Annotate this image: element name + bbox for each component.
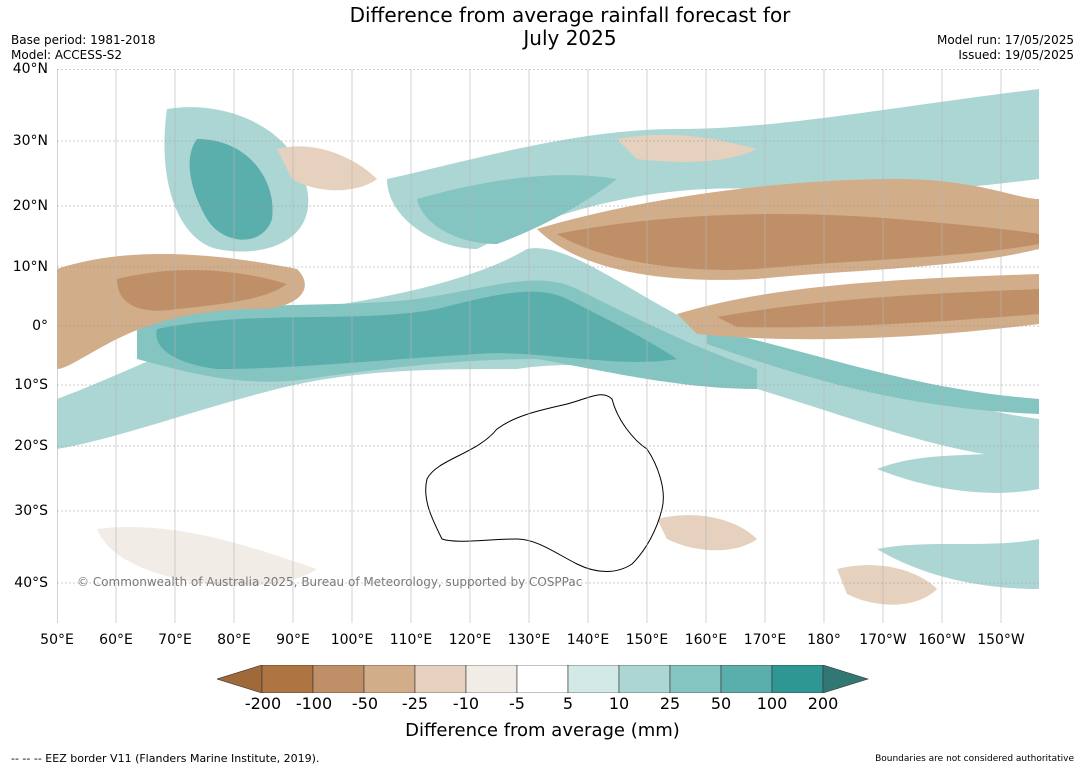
title-line-1: Difference from average rainfall forecas… [349, 3, 791, 27]
boundary-disclaimer: Boundaries are not considered authoritat… [875, 754, 1074, 764]
colorbar [215, 664, 870, 694]
colorbar-segment [771, 664, 824, 694]
dry-anomaly-zones [57, 134, 1039, 605]
colorbar-segment [669, 664, 722, 694]
wet-anomaly-zones [57, 89, 1039, 589]
lat-label: 20°S [14, 438, 48, 454]
rainfall-map-svg [57, 69, 1039, 623]
model-text: Model: ACCESS-S2 [11, 48, 123, 62]
lat-label: 20°N [12, 198, 48, 214]
metadata-right: Model run: 17/05/2025 Issued: 19/05/2025 [937, 33, 1074, 63]
colorbar-tick: 50 [710, 694, 732, 713]
lon-label: 180° [807, 632, 841, 648]
colorbar-segment [312, 664, 365, 694]
lat-label: 10°N [12, 259, 48, 275]
lon-label: 90°E [276, 632, 310, 648]
colorbar-segment [618, 664, 671, 694]
colorbar-tick: 25 [659, 694, 681, 713]
lon-label: 160°E [684, 632, 728, 648]
lon-label: 160°W [918, 632, 966, 648]
lon-label: 170°E [743, 632, 787, 648]
colorbar-tick: -200 [244, 694, 282, 713]
copyright-notice: © Commonwealth of Australia 2025, Bureau… [77, 575, 583, 589]
colorbar-segment [516, 664, 569, 694]
base-period-text: Base period: 1981-2018 [11, 33, 156, 47]
eez-border-legend: -- -- -- EEZ border V11 (Flanders Marine… [11, 752, 320, 765]
lon-label: 100°E [330, 632, 374, 648]
lon-label: 110°E [389, 632, 433, 648]
colorbar-tick: -25 [401, 694, 429, 713]
lat-label: 30°N [12, 133, 48, 149]
colorbar-tick: 100 [756, 694, 788, 713]
lon-label: 130°E [507, 632, 551, 648]
lon-label: 120°E [448, 632, 492, 648]
colorbar-tick: -50 [351, 694, 379, 713]
colorbar-tick: 10 [608, 694, 630, 713]
lon-label: 150°E [625, 632, 669, 648]
colorbar-extend-low [215, 664, 263, 694]
colorbar-tick: 200 [807, 694, 839, 713]
colorbar-segment [567, 664, 620, 694]
lat-label: 40°N [12, 61, 48, 77]
lon-label: 170°W [859, 632, 907, 648]
colorbar-tick: -100 [295, 694, 333, 713]
colorbar-tick: -10 [452, 694, 480, 713]
model-run-text: Model run: 17/05/2025 [936, 33, 1074, 47]
title-line-2: July 2025 [523, 26, 617, 50]
rainfall-map [57, 69, 1039, 623]
colorbar-extend-high [822, 664, 870, 694]
meridians [57, 69, 1002, 623]
colorbar-segment [363, 664, 416, 694]
lon-label: 150°W [977, 632, 1025, 648]
lon-label: 50°E [40, 632, 74, 648]
issued-text: Issued: 19/05/2025 [958, 48, 1074, 62]
lat-label: 40°S [14, 575, 48, 591]
lon-label: 60°E [99, 632, 133, 648]
lon-label: 140°E [566, 632, 610, 648]
metadata-left: Base period: 1981-2018 Model: ACCESS-S2 [11, 33, 156, 63]
colorbar-label: Difference from average (mm) [405, 720, 680, 741]
colorbar-segment [261, 664, 314, 694]
colorbar-segment [465, 664, 518, 694]
lon-label: 70°E [158, 632, 192, 648]
colorbar-svg [215, 664, 870, 694]
colorbar-tick: -5 [509, 694, 525, 713]
lon-label: 80°E [217, 632, 251, 648]
map-title: Difference from average rainfall forecas… [0, 4, 1085, 50]
lat-label: 30°S [14, 503, 48, 519]
colorbar-segment [414, 664, 467, 694]
lat-label: 0° [32, 318, 48, 334]
colorbar-segment [720, 664, 773, 694]
colorbar-tick: 5 [562, 694, 574, 713]
lat-label: 10°S [14, 377, 48, 393]
australia-landmass [425, 394, 664, 572]
